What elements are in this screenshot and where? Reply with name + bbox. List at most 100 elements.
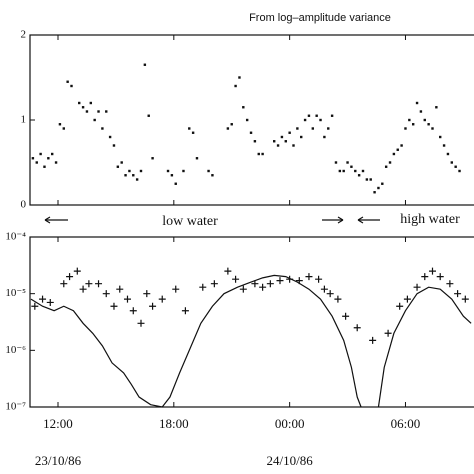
dot: [454, 165, 457, 168]
plus-marker: [305, 273, 313, 281]
plus-marker: [39, 295, 47, 303]
dot: [427, 123, 430, 126]
dot: [311, 127, 315, 130]
dot: [431, 127, 434, 130]
dot: [323, 135, 326, 139]
dot: [195, 157, 199, 160]
arrows: [44, 216, 380, 224]
plus-marker: [31, 302, 39, 310]
plus-marker: [251, 280, 259, 288]
dot: [327, 127, 330, 130]
plus-marker: [210, 280, 218, 288]
dot: [249, 131, 253, 134]
annotation: low water: [162, 214, 218, 229]
dot: [439, 135, 442, 139]
dot: [419, 110, 423, 113]
plus-marker: [259, 283, 267, 291]
plus-marker: [436, 273, 444, 281]
plus-marker: [461, 295, 469, 303]
dot: [396, 148, 399, 151]
x-tick-label: 12:00: [43, 416, 73, 431]
plus-marker: [149, 302, 157, 310]
plus-marker: [199, 283, 207, 291]
date-label: 23/10/86: [35, 453, 82, 468]
dot: [116, 165, 120, 168]
dot: [307, 114, 311, 117]
dot: [354, 169, 357, 173]
plus-marker: [384, 329, 392, 337]
dot: [284, 140, 287, 143]
plus-marker: [46, 298, 54, 306]
chart-title: From log–amplitude variance: [249, 12, 391, 24]
dot: [242, 106, 245, 109]
dot: [411, 123, 415, 126]
plus-marker: [181, 307, 189, 315]
dot: [435, 106, 438, 109]
plus-marker: [129, 307, 137, 315]
dot: [400, 144, 403, 147]
dot: [151, 157, 154, 160]
plus-marker: [239, 285, 247, 293]
top-frame: [29, 34, 474, 206]
dot: [245, 118, 249, 122]
dot: [257, 152, 260, 156]
plus-marker: [334, 295, 342, 303]
x-tick-label: 00:00: [275, 416, 305, 431]
dot: [93, 118, 96, 122]
dot: [81, 106, 85, 109]
dot: [342, 169, 345, 173]
plus-marker: [320, 285, 328, 293]
dot: [334, 161, 338, 164]
dot: [47, 157, 50, 160]
line: [30, 274, 472, 408]
dot: [89, 101, 93, 105]
dot: [369, 178, 372, 181]
dot: [292, 144, 295, 147]
dot: [261, 152, 264, 156]
dot: [381, 182, 384, 185]
y-tick-label: 0: [21, 199, 27, 211]
dot: [330, 114, 334, 117]
dot: [70, 84, 73, 88]
dot: [319, 118, 322, 122]
plus-marker: [95, 280, 103, 288]
dot: [143, 63, 147, 66]
dot: [280, 135, 284, 139]
plus-marker: [232, 275, 240, 283]
dot: [128, 169, 131, 173]
plus-marker: [137, 319, 145, 327]
plus-marker: [73, 267, 81, 275]
date-label: 24/10/86: [267, 453, 314, 468]
dot: [135, 178, 139, 181]
dot: [97, 110, 100, 113]
dot: [300, 135, 303, 139]
y-tick-label: 1: [21, 114, 27, 126]
dot: [147, 114, 150, 117]
dot: [346, 161, 349, 164]
dot: [450, 161, 453, 164]
dot: [101, 127, 104, 130]
dot: [384, 165, 388, 168]
dot: [446, 152, 450, 156]
dot: [392, 152, 396, 156]
dot: [288, 131, 291, 134]
dot: [238, 76, 241, 79]
bottom-frame: [29, 236, 474, 408]
plus-marker: [421, 273, 429, 281]
dot: [226, 127, 230, 130]
plus-marker: [396, 302, 404, 310]
plus-marker: [123, 295, 131, 303]
dot: [166, 169, 170, 173]
plus-marker: [369, 336, 377, 344]
plus-marker: [315, 275, 323, 283]
dot: [365, 178, 369, 181]
plus-marker: [342, 312, 350, 320]
dot: [234, 84, 237, 88]
dot: [105, 110, 108, 113]
dot: [124, 174, 127, 177]
y-tick-label: 2: [21, 29, 27, 41]
dot: [338, 169, 342, 173]
dot: [66, 80, 69, 83]
plus-marker: [224, 267, 232, 275]
